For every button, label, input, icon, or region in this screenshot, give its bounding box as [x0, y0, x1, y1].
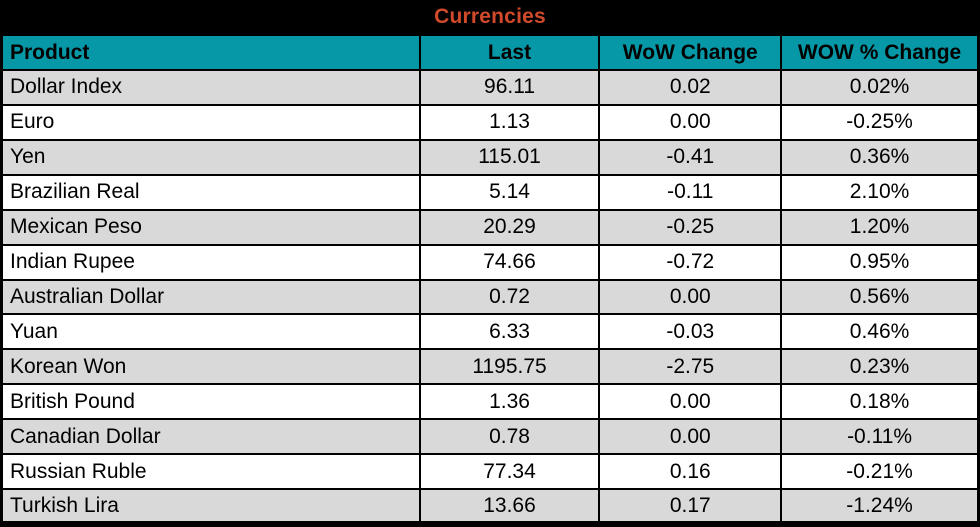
cell-product: Yuan: [0, 313, 421, 351]
cell-wow-pct-change: 2.10%: [780, 173, 980, 211]
table-row: Russian Ruble 77.34 0.16 -0.21%: [0, 453, 980, 491]
column-header-last: Last: [418, 34, 601, 71]
cell-last: 0.72: [418, 278, 601, 316]
cell-wow-change: 0.16: [598, 453, 783, 491]
cell-wow-pct-change: 0.36%: [780, 138, 980, 176]
cell-product: Indian Rupee: [0, 243, 421, 281]
cell-wow-change: -2.75: [598, 348, 783, 386]
cell-wow-pct-change: 0.02%: [780, 69, 980, 106]
column-header-wow-pct-change: WOW % Change: [780, 34, 980, 71]
cell-wow-pct-change: 0.46%: [780, 313, 980, 351]
cell-last: 0.78: [418, 418, 601, 456]
cell-wow-pct-change: 0.56%: [780, 278, 980, 316]
cell-wow-pct-change: 0.95%: [780, 243, 980, 281]
cell-product: Dollar Index: [0, 69, 421, 106]
cell-wow-change: -0.41: [598, 138, 783, 176]
table-row: Turkish Lira 13.66 0.17 -1.24%: [0, 488, 980, 525]
cell-last: 1195.75: [418, 348, 601, 386]
table-header-row: Product Last WoW Change WOW % Change: [0, 34, 980, 71]
cell-wow-change: 0.02: [598, 69, 783, 106]
cell-wow-pct-change: -0.11%: [780, 418, 980, 456]
table-row: Indian Rupee 74.66 -0.72 0.95%: [0, 243, 980, 281]
cell-product: Mexican Peso: [0, 208, 421, 246]
cell-wow-change: 0.17: [598, 488, 783, 525]
currencies-table: Product Last WoW Change WOW % Change Dol…: [0, 34, 980, 527]
cell-wow-pct-change: -0.21%: [780, 453, 980, 491]
cell-wow-change: -0.11: [598, 173, 783, 211]
cell-wow-pct-change: 0.18%: [780, 383, 980, 421]
table-row: Brazilian Real 5.14 -0.11 2.10%: [0, 173, 980, 211]
cell-wow-change: -0.03: [598, 313, 783, 351]
cell-wow-pct-change: -1.24%: [780, 488, 980, 525]
cell-last: 1.13: [418, 103, 601, 141]
table-body: Dollar Index 96.11 0.02 0.02% Euro 1.13 0.00 -0…: [0, 69, 980, 525]
table-row: Yen 115.01 -0.41 0.36%: [0, 138, 980, 176]
column-header-wow-change: WoW Change: [598, 34, 783, 71]
table-row: Dollar Index 96.11 0.02 0.02%: [0, 69, 980, 106]
cell-product: Russian Ruble: [0, 453, 421, 491]
table-row: Euro 1.13 0.00 -0.25%: [0, 103, 980, 141]
cell-last: 13.66: [418, 488, 601, 525]
table-row: Canadian Dollar 0.78 0.00 -0.11%: [0, 418, 980, 456]
table-row: Mexican Peso 20.29 -0.25 1.20%: [0, 208, 980, 246]
table-title: Currencies: [434, 5, 546, 28]
cell-last: 74.66: [418, 243, 601, 281]
table-row: Australian Dollar 0.72 0.00 0.56%: [0, 278, 980, 316]
cell-product: Turkish Lira: [0, 488, 421, 525]
cell-wow-change: -0.72: [598, 243, 783, 281]
cell-product: Yen: [0, 138, 421, 176]
table-title-bar: Currencies: [0, 0, 980, 34]
table-row: Yuan 6.33 -0.03 0.46%: [0, 313, 980, 351]
cell-last: 96.11: [418, 69, 601, 106]
column-header-product: Product: [0, 34, 421, 71]
cell-last: 77.34: [418, 453, 601, 491]
cell-wow-change: -0.25: [598, 208, 783, 246]
cell-wow-pct-change: -0.25%: [780, 103, 980, 141]
cell-last: 6.33: [418, 313, 601, 351]
cell-product: British Pound: [0, 383, 421, 421]
cell-wow-change: 0.00: [598, 418, 783, 456]
cell-wow-change: 0.00: [598, 278, 783, 316]
cell-product: Canadian Dollar: [0, 418, 421, 456]
cell-product: Australian Dollar: [0, 278, 421, 316]
cell-product: Korean Won: [0, 348, 421, 386]
cell-last: 1.36: [418, 383, 601, 421]
cell-wow-pct-change: 0.23%: [780, 348, 980, 386]
cell-wow-pct-change: 1.20%: [780, 208, 980, 246]
table-row: Korean Won 1195.75 -2.75 0.23%: [0, 348, 980, 386]
cell-last: 115.01: [418, 138, 601, 176]
cell-wow-change: 0.00: [598, 103, 783, 141]
cell-product: Euro: [0, 103, 421, 141]
cell-wow-change: 0.00: [598, 383, 783, 421]
cell-last: 5.14: [418, 173, 601, 211]
table-row: British Pound 1.36 0.00 0.18%: [0, 383, 980, 421]
cell-product: Brazilian Real: [0, 173, 421, 211]
cell-last: 20.29: [418, 208, 601, 246]
